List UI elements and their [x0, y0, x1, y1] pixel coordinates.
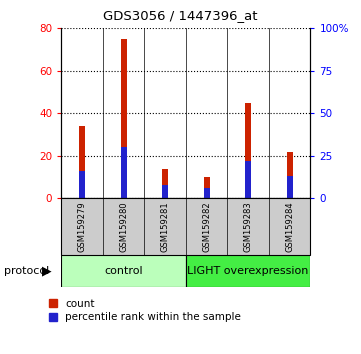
Text: LIGHT overexpression: LIGHT overexpression [187, 266, 309, 276]
Bar [79, 171, 85, 198]
Bar [121, 39, 127, 198]
Text: GSM159283: GSM159283 [244, 201, 253, 252]
Text: GSM159281: GSM159281 [161, 201, 170, 252]
Bar [287, 176, 293, 198]
Bar [61, 255, 186, 287]
Bar [245, 161, 251, 198]
Bar [245, 103, 251, 198]
Legend: count, percentile rank within the sample: count, percentile rank within the sample [48, 299, 241, 322]
Text: GSM159282: GSM159282 [202, 201, 211, 252]
Bar [162, 185, 168, 198]
Bar [162, 169, 168, 198]
Bar [79, 126, 85, 198]
Bar [204, 177, 210, 198]
Text: GSM159280: GSM159280 [119, 201, 128, 252]
Bar [121, 147, 127, 198]
Text: GSM159284: GSM159284 [285, 201, 294, 252]
Text: ▶: ▶ [42, 264, 52, 277]
Text: GDS3056 / 1447396_at: GDS3056 / 1447396_at [103, 9, 258, 22]
Text: control: control [104, 266, 143, 276]
Bar [287, 152, 293, 198]
Bar [186, 255, 310, 287]
Text: GSM159279: GSM159279 [78, 201, 87, 252]
Bar [204, 188, 210, 198]
Text: protocol: protocol [4, 266, 49, 276]
